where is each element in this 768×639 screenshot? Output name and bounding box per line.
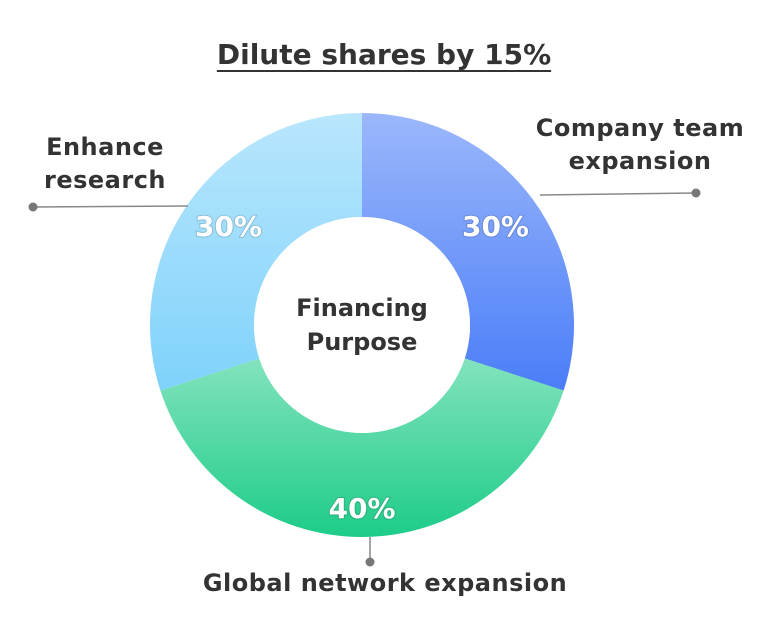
- leader-dot: [691, 188, 701, 198]
- donut-hole: [254, 217, 470, 433]
- leader-dot: [28, 202, 38, 212]
- center-label: Purpose: [307, 328, 418, 356]
- value-label: 30%: [195, 210, 262, 243]
- donut-slice: [362, 113, 574, 391]
- value-label: 30%: [462, 210, 529, 243]
- leader-line: [32, 205, 189, 208]
- donut-slice: [149, 113, 362, 391]
- category-label: Company team expansion: [535, 114, 745, 175]
- title-box: Dilute shares by 15%: [0, 38, 768, 71]
- leader-line: [539, 192, 697, 196]
- leader-dot: [365, 557, 375, 567]
- value-label: 40%: [328, 492, 395, 525]
- chart-title: Dilute shares by 15%: [216, 38, 552, 71]
- category-label: Enhance research: [43, 133, 167, 194]
- donut-slice: [160, 358, 564, 537]
- category-label: Global network expansion: [202, 569, 568, 597]
- center-label: Financing: [296, 294, 428, 322]
